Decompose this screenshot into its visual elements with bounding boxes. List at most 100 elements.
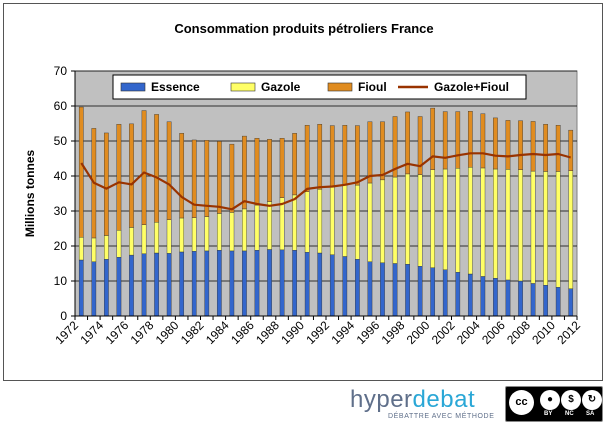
y-axis-label: Millions tonnes xyxy=(23,150,37,238)
bar-fioul xyxy=(242,135,247,210)
bar-fioul xyxy=(317,123,323,190)
bar-fioul xyxy=(455,111,461,169)
bar-gazole xyxy=(304,191,310,253)
x-tick-label: 2004 xyxy=(454,318,483,347)
bar-gazole xyxy=(555,171,561,288)
bar-essence xyxy=(179,251,185,317)
bar-fioul xyxy=(254,137,260,206)
x-tick-label: 1990 xyxy=(278,318,307,347)
sa-label: SA xyxy=(586,411,595,417)
bar-fioul xyxy=(229,143,235,213)
bar-essence xyxy=(442,269,448,317)
bar-gazole xyxy=(467,167,473,275)
cc-icon: cc xyxy=(509,390,534,415)
bar-fioul xyxy=(430,107,436,170)
bar-gazole xyxy=(317,189,323,254)
bar-essence xyxy=(166,253,172,317)
bar-gazole xyxy=(104,235,109,260)
bar-essence xyxy=(493,278,498,317)
bar-fioul xyxy=(543,123,548,172)
bar-gazole xyxy=(191,217,197,252)
bar-fioul xyxy=(78,106,84,238)
bar-essence xyxy=(405,264,410,317)
bar-essence xyxy=(129,254,134,317)
bar-fioul xyxy=(304,125,310,192)
bar-fioul xyxy=(329,125,335,188)
legend-label: Gazole+Fioul xyxy=(434,80,509,94)
bar-fioul xyxy=(154,114,159,223)
bar-fioul xyxy=(141,110,147,225)
legend-swatch-essence xyxy=(120,82,146,92)
bar-essence xyxy=(329,254,335,317)
bar-essence xyxy=(417,266,423,317)
bar-essence xyxy=(467,273,473,317)
bar-fioul xyxy=(292,133,297,196)
bar-gazole xyxy=(430,169,436,268)
bar-essence xyxy=(104,259,109,317)
bar-fioul xyxy=(342,125,348,185)
bar-fioul xyxy=(216,141,222,214)
bar-gazole xyxy=(417,174,423,267)
bar-fioul xyxy=(555,125,561,172)
x-tick-label: 2008 xyxy=(504,318,533,347)
legend-label: Essence xyxy=(151,80,200,94)
bar-fioul xyxy=(392,116,398,178)
bar-fioul xyxy=(129,123,134,228)
bar-essence xyxy=(304,252,310,317)
bar-fioul xyxy=(355,125,360,186)
bar-fioul xyxy=(279,137,285,198)
chart-title: Consommation produits pétroliers France xyxy=(174,21,433,36)
bar-fioul xyxy=(104,132,109,236)
bar-gazole xyxy=(392,176,398,264)
x-tick-label: 1984 xyxy=(203,318,232,347)
x-tick-label: 1974 xyxy=(77,318,106,347)
bar-fioul xyxy=(568,129,574,171)
bar-gazole xyxy=(405,173,410,265)
x-tick-label: 1972 xyxy=(52,318,81,347)
bar-essence xyxy=(505,279,511,317)
bar-essence xyxy=(355,259,360,317)
bar-gazole xyxy=(279,197,285,251)
bar-essence xyxy=(380,262,385,317)
bar-gazole xyxy=(493,168,498,279)
bar-fioul xyxy=(191,139,197,218)
legend-box xyxy=(112,74,527,100)
y-tick-label: 30 xyxy=(54,204,68,218)
y-tick-label: 70 xyxy=(54,64,68,78)
bar-essence xyxy=(229,250,235,317)
bar-fioul xyxy=(417,116,423,175)
x-tick-label: 1982 xyxy=(178,318,207,347)
legend-label: Fioul xyxy=(358,80,387,94)
chart-frame: Consommation produits pétroliers France 0… xyxy=(3,3,603,381)
bar-gazole xyxy=(442,168,448,271)
plot-area xyxy=(74,70,578,317)
x-tick-label: 1980 xyxy=(153,318,182,347)
bar-gazole xyxy=(204,216,210,252)
bar-gazole xyxy=(91,237,97,262)
bar-gazole xyxy=(455,168,461,273)
x-tick-label: 2002 xyxy=(429,318,458,347)
bar-gazole xyxy=(254,204,260,251)
bar-essence xyxy=(154,252,159,317)
bar-gazole xyxy=(116,230,122,258)
x-tick-label: 1992 xyxy=(303,318,332,347)
bar-fioul xyxy=(179,133,185,219)
bar-gazole xyxy=(216,213,222,251)
x-tick-label: 1996 xyxy=(354,318,383,347)
x-tick-label: 1988 xyxy=(253,318,282,347)
bar-gazole xyxy=(530,170,536,284)
bar-essence xyxy=(116,256,122,317)
nc-label: NC xyxy=(565,411,574,417)
bar-essence xyxy=(204,250,210,317)
bar-fioul xyxy=(405,111,410,175)
bar-essence xyxy=(555,287,561,317)
y-tick-label: 20 xyxy=(54,239,68,253)
x-tick-label: 1978 xyxy=(128,318,157,347)
bar-essence xyxy=(216,249,222,317)
y-tick-label: 40 xyxy=(54,169,68,183)
cc-license-badge: cc ● $ ↻ BY NC SA xyxy=(505,386,603,422)
bar-essence xyxy=(543,285,548,317)
legend-label: Gazole xyxy=(261,80,301,94)
bar-fioul xyxy=(166,121,172,220)
bar-gazole xyxy=(292,194,297,251)
